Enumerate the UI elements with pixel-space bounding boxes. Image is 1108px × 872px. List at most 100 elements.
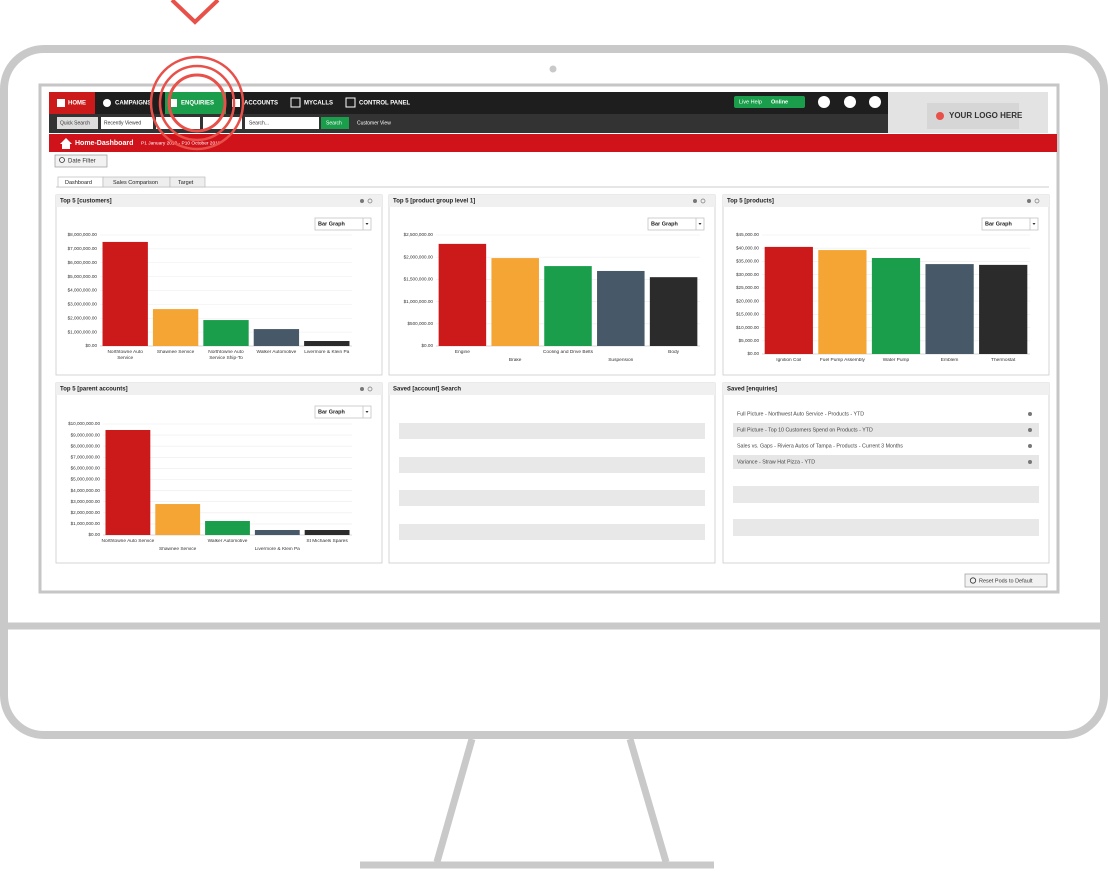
x-tick-label-box: Shawnee Service bbox=[156, 350, 195, 355]
bar bbox=[254, 530, 300, 535]
home-icon bbox=[60, 138, 72, 149]
bar bbox=[438, 243, 487, 346]
y-tick-label: $0.00 bbox=[89, 532, 101, 537]
x-tick-label: Walker Automotive bbox=[256, 350, 297, 355]
y-tick-label: $2,000,000.00 bbox=[71, 510, 101, 515]
pod-icon[interactable] bbox=[360, 199, 364, 203]
graph-select[interactable] bbox=[647, 217, 705, 231]
y-tick-label: $9,000,000.00 bbox=[71, 432, 101, 437]
gear-icon[interactable] bbox=[1028, 428, 1032, 432]
x-tick-label-box: Northtowne Auto Service bbox=[101, 539, 154, 544]
live-help[interactable] bbox=[734, 96, 805, 108]
pod-title: Top 5 [product group level 1] bbox=[393, 199, 475, 205]
x-tick-label-box: Water Pump bbox=[882, 358, 910, 363]
bar bbox=[102, 241, 148, 346]
saved-enquiry[interactable]: Full Picture - Top 10 Customers Spend on… bbox=[737, 427, 873, 433]
bar bbox=[544, 266, 592, 346]
nav-item[interactable]: ENQUIRIES bbox=[181, 101, 214, 107]
list-row-bg bbox=[733, 423, 1039, 437]
quick-search: Quick Search bbox=[60, 120, 90, 126]
logout-icon[interactable] bbox=[869, 96, 881, 108]
x-tick-label: Walker Automotive bbox=[207, 539, 248, 544]
x-tick-label-box: Walker Automotive bbox=[256, 350, 297, 355]
y-tick-label: $40,000.00 bbox=[736, 245, 759, 250]
search-button[interactable] bbox=[321, 117, 349, 129]
button[interactable] bbox=[57, 117, 98, 129]
nav-home-bg bbox=[49, 92, 95, 114]
x-tick-label-box: Cooling and Drive Belts bbox=[543, 350, 593, 355]
search-placeholder: Search... bbox=[249, 120, 269, 126]
nav-item[interactable]: MYCALLS bbox=[304, 101, 333, 107]
empty-row bbox=[399, 524, 705, 540]
x-tick-label: Shawnee Service bbox=[159, 547, 197, 552]
pod-icon[interactable] bbox=[693, 199, 697, 203]
nav-bar bbox=[49, 92, 888, 114]
x-tick-label-box: St Michaels Spares bbox=[306, 539, 347, 544]
saved-enquiry[interactable]: Full Picture - Northwest Auto Service - … bbox=[737, 411, 864, 417]
y-tick-label: $8,000,000.00 bbox=[71, 443, 101, 448]
x-tick-label-box: Northtowne Auto Service bbox=[107, 350, 142, 361]
x-tick-label: Livermore & Klein Pa bbox=[304, 350, 350, 355]
logo-text: YOUR LOGO HERE bbox=[949, 111, 1023, 120]
nav-item[interactable]: HOME bbox=[68, 101, 86, 107]
gear-icon[interactable] bbox=[1028, 460, 1032, 464]
logo-mark bbox=[936, 112, 944, 120]
y-tick-label: $3,000,000.00 bbox=[71, 499, 101, 504]
highlight-ring bbox=[167, 73, 227, 133]
pod-title: Saved [account] Search bbox=[393, 387, 461, 393]
x-tick-label: Shawnee Service bbox=[156, 350, 195, 355]
search-input[interactable] bbox=[245, 117, 319, 129]
pod-icon[interactable] bbox=[367, 386, 373, 392]
y-tick-label: $7,000,000.00 bbox=[68, 246, 98, 251]
pod-icon[interactable] bbox=[367, 198, 373, 204]
pod-header bbox=[723, 195, 1049, 207]
y-tick-label: $2,500,000.00 bbox=[404, 232, 434, 237]
pod-header bbox=[389, 383, 715, 395]
nav-item[interactable]: CONTROL PANEL bbox=[359, 101, 410, 107]
y-tick-label: $25,000.00 bbox=[736, 285, 759, 290]
bar bbox=[649, 277, 698, 346]
graph-select[interactable] bbox=[314, 405, 372, 419]
saved-enquiry[interactable]: Variance - Straw Hat Pizza - YTD bbox=[737, 459, 815, 465]
gear-icon[interactable] bbox=[1028, 444, 1032, 448]
x-tick-label-box: Brake bbox=[508, 358, 522, 363]
pod-icon[interactable] bbox=[1034, 198, 1040, 204]
y-tick-label: $10,000.00 bbox=[736, 325, 759, 330]
nav-item[interactable]: CAMPAIGNS bbox=[115, 101, 151, 107]
nav-item[interactable]: ACCOUNTS bbox=[244, 101, 278, 107]
customer-view[interactable]: Customer View bbox=[357, 120, 391, 126]
icon bbox=[171, 99, 177, 107]
graph-select[interactable] bbox=[981, 217, 1039, 231]
date-filter[interactable] bbox=[54, 154, 108, 168]
x-tick-label-box: Fuel Pump Assembly bbox=[820, 358, 865, 363]
bar bbox=[925, 264, 974, 354]
icon bbox=[290, 97, 301, 108]
icon bbox=[969, 577, 977, 584]
graph-select-label: Bar Graph bbox=[985, 221, 1013, 227]
saved-enquiry[interactable]: Sales vs. Gaps - Riviera Autos of Tampa … bbox=[737, 443, 903, 449]
tab[interactable] bbox=[169, 176, 206, 188]
select-arrow bbox=[1032, 223, 1036, 225]
empty-row bbox=[733, 486, 1039, 503]
reset-button[interactable] bbox=[964, 573, 1048, 588]
recently-viewed: Recently Viewed bbox=[104, 120, 141, 126]
empty-row bbox=[399, 490, 705, 506]
pod-icon[interactable] bbox=[700, 198, 706, 204]
y-tick-label: $3,000,000.00 bbox=[68, 302, 98, 307]
breadcrumb-title: Home-Dashboard bbox=[75, 140, 133, 147]
gear-icon[interactable] bbox=[1028, 412, 1032, 416]
pod-icon[interactable] bbox=[360, 387, 364, 391]
pointer-chevron bbox=[170, 0, 220, 25]
x-tick-label: Suspension bbox=[608, 358, 634, 363]
x-tick-label: Water Pump bbox=[882, 358, 910, 363]
x-tick-label: Brake bbox=[508, 358, 522, 363]
user-icon[interactable] bbox=[844, 96, 856, 108]
select-arrow bbox=[365, 411, 369, 413]
help-icon[interactable] bbox=[818, 96, 830, 108]
graph-select[interactable] bbox=[314, 217, 372, 231]
icon bbox=[232, 99, 240, 107]
button[interactable] bbox=[101, 117, 153, 129]
pod-icon[interactable] bbox=[1027, 199, 1031, 203]
pods: Top 5 [customers] Bar Graph $0.00 $1,000,00… bbox=[55, 194, 1050, 564]
y-tick-label: $35,000.00 bbox=[736, 259, 759, 264]
